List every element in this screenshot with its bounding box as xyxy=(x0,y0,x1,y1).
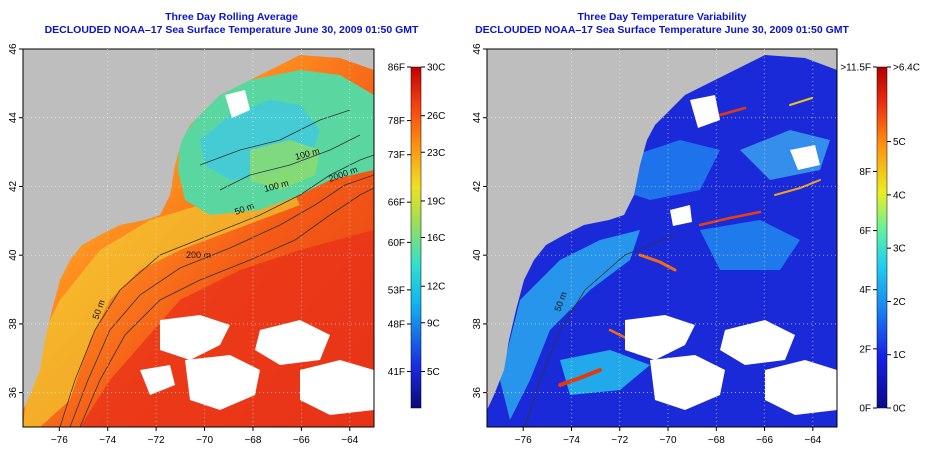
celsius-tick-label: 9C xyxy=(427,318,440,329)
left-colorbar-ticks: 30C 26C 23C 19C 16C 12C 9C 5C 86F 78F 73F 66F 60F 53F… xyxy=(388,63,446,378)
fahrenheit-tick-label: 6F xyxy=(859,226,871,237)
celsius-tick-label: >6.4C xyxy=(893,63,920,74)
celsius-tick-label: 30C xyxy=(427,63,445,74)
left-map: 100 m 100 m 2000 m 50 m 200 m 50 m xyxy=(23,49,374,427)
right-map: 50 m xyxy=(487,49,837,427)
x-tick-label: −74 xyxy=(99,435,116,446)
right-colorbar xyxy=(876,66,888,409)
y-tick-label: 44 xyxy=(472,112,483,124)
x-tick-label: −66 xyxy=(293,435,310,446)
celsius-tick-label: 5C xyxy=(427,367,440,378)
celsius-tick-label: 19C xyxy=(427,196,445,207)
left-clouds xyxy=(140,90,374,415)
x-tick-label: −76 xyxy=(515,435,532,446)
left-axes: −76 −74 −72 −70 −68 −66 −64 36 38 40 42 44 46 xyxy=(8,43,359,446)
celsius-tick-label: 16C xyxy=(427,233,445,244)
fahrenheit-tick-label: 53F xyxy=(388,285,405,296)
y-tick-label: 38 xyxy=(8,318,19,330)
celsius-tick-label: 5C xyxy=(893,137,906,148)
y-tick-label: 38 xyxy=(472,318,483,330)
fahrenheit-tick-label: 0F xyxy=(859,404,871,415)
celsius-tick-label: 26C xyxy=(427,111,445,122)
x-tick-label: −74 xyxy=(563,435,580,446)
left-gridlines xyxy=(23,49,374,427)
left-contours xyxy=(59,109,374,427)
y-tick-label: 46 xyxy=(8,43,19,55)
x-tick-label: −64 xyxy=(804,435,821,446)
contour-label: 200 m xyxy=(186,250,211,260)
left-land xyxy=(23,49,374,410)
x-tick-label: −76 xyxy=(51,435,68,446)
right-contour xyxy=(524,234,676,427)
fahrenheit-tick-label: 86F xyxy=(388,63,405,74)
celsius-tick-label: 23C xyxy=(427,148,445,159)
x-tick-label: −72 xyxy=(148,435,165,446)
right-land xyxy=(487,49,837,410)
fahrenheit-tick-label: 4F xyxy=(859,285,871,296)
y-tick-label: 40 xyxy=(8,249,19,261)
celsius-tick-label: 0C xyxy=(893,404,906,415)
y-tick-label: 36 xyxy=(472,387,483,399)
right-plot-border xyxy=(486,48,838,428)
fahrenheit-tick-label: 48F xyxy=(388,319,405,330)
y-tick-label: 42 xyxy=(8,180,19,192)
fahrenheit-tick-label: 73F xyxy=(388,150,405,161)
left-colorbar xyxy=(410,66,422,409)
y-tick-label: 40 xyxy=(472,249,483,261)
celsius-tick-label: 12C xyxy=(427,282,445,293)
x-tick-label: −70 xyxy=(196,435,213,446)
y-tick-label: 42 xyxy=(472,180,483,192)
right-title: Three Day Temperature Variability xyxy=(577,11,747,23)
celsius-tick-label: 3C xyxy=(893,244,906,255)
fahrenheit-tick-label: 60F xyxy=(388,238,405,249)
right-colorbar-ticks: >6.4C 5C 4C 3C 2C 1C 0C >11.5F 8F 6F 4F 2F 0F xyxy=(840,63,920,415)
left-plot-border xyxy=(22,48,375,428)
fahrenheit-tick-label: >11.5F xyxy=(840,63,871,74)
right-clouds xyxy=(625,95,837,415)
left-subtitle: DECLOUDED NOAA–17 Sea Surface Temperatur… xyxy=(44,24,419,36)
left-georges xyxy=(250,140,320,190)
celsius-tick-label: 2C xyxy=(893,297,906,308)
right-axes: −76 −74 −72 −70 −68 −66 −64 36 38 40 42 44 46 xyxy=(472,43,822,446)
x-tick-label: −68 xyxy=(708,435,725,446)
x-tick-label: −66 xyxy=(756,435,773,446)
celsius-tick-label: 1C xyxy=(893,350,906,361)
fahrenheit-tick-label: 8F xyxy=(859,167,871,178)
x-tick-label: −72 xyxy=(611,435,628,446)
celsius-tick-label: 4C xyxy=(893,190,906,201)
y-tick-label: 36 xyxy=(8,387,19,399)
fahrenheit-tick-label: 66F xyxy=(388,198,405,209)
left-title: Three Day Rolling Average xyxy=(165,11,298,23)
right-variability-patches xyxy=(500,130,830,420)
x-tick-label: −70 xyxy=(660,435,677,446)
right-subtitle: DECLOUDED NOAA–17 Sea Surface Temperatur… xyxy=(475,24,849,36)
y-tick-label: 44 xyxy=(8,112,19,124)
fahrenheit-tick-label: 78F xyxy=(388,116,405,127)
y-tick-label: 46 xyxy=(472,43,483,55)
x-tick-label: −68 xyxy=(244,435,261,446)
fahrenheit-tick-label: 41F xyxy=(388,367,405,378)
x-tick-label: −64 xyxy=(341,435,358,446)
fahrenheit-tick-label: 2F xyxy=(859,344,871,355)
